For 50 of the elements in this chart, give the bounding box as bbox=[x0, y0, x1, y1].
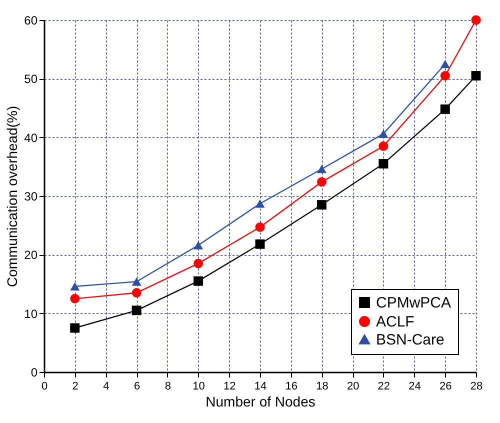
x-tick-label: 28 bbox=[470, 380, 483, 392]
point bbox=[194, 258, 204, 268]
point bbox=[70, 282, 80, 290]
x-tick-label: 26 bbox=[440, 380, 452, 392]
point bbox=[255, 222, 265, 232]
x-axis-title: Number of Nodes bbox=[206, 394, 316, 410]
point bbox=[440, 71, 450, 80]
point bbox=[440, 60, 450, 68]
legend-label: CPMwPCA bbox=[376, 294, 452, 312]
y-tick-label: 50 bbox=[24, 72, 38, 86]
y-tick-label: 40 bbox=[24, 130, 38, 145]
point bbox=[194, 241, 204, 250]
x-tick-label: 8 bbox=[164, 380, 171, 392]
x-tick-label: 18 bbox=[316, 380, 328, 392]
point bbox=[316, 200, 326, 210]
point bbox=[194, 276, 204, 286]
x-tick-label: 22 bbox=[378, 380, 390, 392]
x-tick-label: 20 bbox=[346, 380, 360, 392]
x-tick-label: 0 bbox=[41, 380, 48, 392]
legend-label: BSN-Care bbox=[376, 332, 444, 348]
point bbox=[255, 200, 265, 208]
point bbox=[378, 141, 388, 151]
point bbox=[378, 158, 388, 168]
point bbox=[132, 288, 142, 298]
x-tick-label: 24 bbox=[408, 380, 421, 392]
point bbox=[316, 164, 326, 174]
y-tick-label: 30 bbox=[24, 190, 38, 204]
point bbox=[378, 130, 388, 138]
y-tick-label: 60 bbox=[24, 14, 38, 28]
x-tick-label: 12 bbox=[224, 380, 236, 392]
point bbox=[440, 104, 450, 114]
point bbox=[471, 15, 481, 25]
y-tick-label: 0 bbox=[30, 366, 38, 380]
point bbox=[255, 239, 265, 249]
x-tick-label: 6 bbox=[134, 380, 140, 392]
point bbox=[132, 278, 142, 286]
x-tick-label: 2 bbox=[72, 380, 78, 392]
point bbox=[70, 323, 80, 333]
x-tick-label: 14 bbox=[254, 380, 267, 392]
x-tick-label: 16 bbox=[285, 380, 298, 392]
point bbox=[316, 177, 326, 187]
point bbox=[471, 70, 481, 80]
point bbox=[132, 306, 142, 316]
legend-label: ACLF bbox=[376, 314, 414, 330]
point bbox=[70, 294, 80, 304]
y-tick-label: 20 bbox=[24, 248, 38, 262]
y-axis-title: Communication overhead(%) bbox=[4, 106, 20, 288]
x-tick-label: 4 bbox=[103, 380, 110, 392]
y-tick-label: 10 bbox=[24, 306, 38, 321]
x-tick-label: 10 bbox=[192, 380, 205, 392]
